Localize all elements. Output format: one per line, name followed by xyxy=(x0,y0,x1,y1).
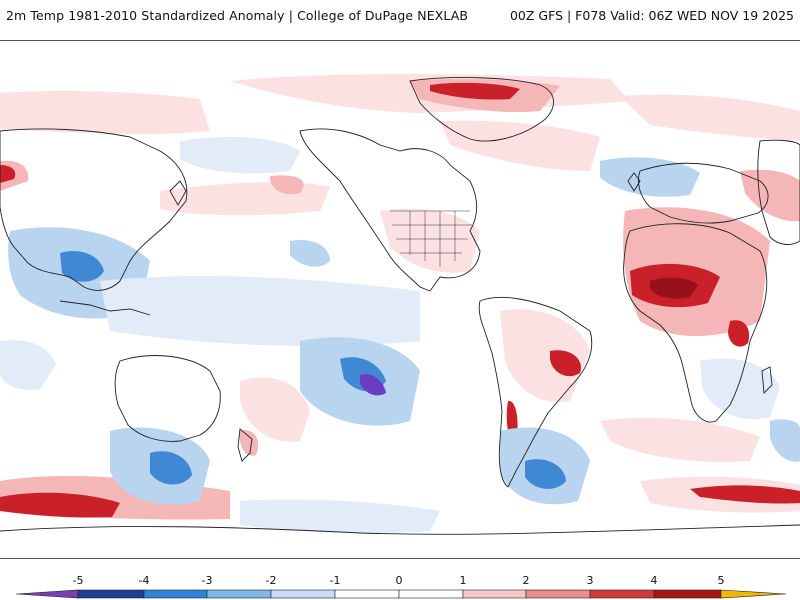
east-africa-warm xyxy=(728,320,750,347)
europe-outline xyxy=(638,162,769,224)
indonesia-outline xyxy=(59,300,151,316)
colorbar-seg-4 xyxy=(270,589,336,599)
model-run-info: 00Z GFS | F078 Valid: 06Z WED NOV 19 202… xyxy=(509,8,794,23)
tick-label: -3 xyxy=(202,574,213,587)
south-pacific-warm xyxy=(240,377,310,442)
southern-ocean-strong-w xyxy=(0,492,120,518)
southeast-asia-cool-strong xyxy=(60,251,104,282)
anomaly-shading xyxy=(0,74,800,533)
tick-label: 0 xyxy=(396,574,403,587)
colorbar-seg-5 xyxy=(334,589,400,599)
antarctica-outline xyxy=(0,524,800,535)
tick-label: 3 xyxy=(587,574,594,587)
siberia-warm xyxy=(740,169,800,222)
tick-label: -1 xyxy=(330,574,341,587)
southern-ocean-cool xyxy=(240,499,440,533)
colorbar-seg-1 xyxy=(77,589,145,599)
far-east-cool xyxy=(770,419,800,462)
africa-outline xyxy=(623,223,768,423)
tropical-pacific-cool xyxy=(100,276,420,346)
colorbar-seg-6 xyxy=(398,589,464,599)
south-africa-cool xyxy=(700,358,780,420)
colorbar-seg-7 xyxy=(462,589,527,599)
nz-warm xyxy=(239,430,259,456)
us-state-lines xyxy=(390,210,472,267)
south-pacific-extreme-cool xyxy=(360,374,386,396)
madagascar-outline xyxy=(761,366,773,394)
colorbar-seg-2 xyxy=(143,589,208,599)
south-atlantic-cool-strong xyxy=(525,459,566,489)
map-title: 2m Temp 1981-2010 Standardized Anomaly |… xyxy=(6,8,469,23)
colorbar-max-arrow xyxy=(720,589,787,599)
world-map[interactable] xyxy=(0,40,800,559)
south-america-outline xyxy=(478,296,593,488)
south-america-warm xyxy=(500,309,590,403)
north-atlantic-cool xyxy=(600,157,700,197)
north-atlantic-warm xyxy=(440,120,600,171)
north-pacific-cool xyxy=(180,136,300,174)
tick-label: 5 xyxy=(718,574,725,587)
mid-pacific-warm xyxy=(270,175,304,195)
tick-label: -5 xyxy=(73,574,84,587)
uk-outline xyxy=(627,172,641,192)
asia-west-strong xyxy=(0,165,16,183)
arctic-east-warm xyxy=(620,94,800,141)
asia-warm xyxy=(0,91,210,135)
new-zealand-outline xyxy=(237,428,253,462)
indian-ocean-warm xyxy=(600,417,760,463)
colorbar-seg-3 xyxy=(206,589,272,599)
central-pacific-cool xyxy=(290,239,330,267)
southern-ocean-strong-e xyxy=(690,485,800,504)
japan-outline xyxy=(169,180,187,206)
greenland-strong-warm xyxy=(430,82,520,100)
asia-east-outline xyxy=(757,139,800,245)
anomaly-map-svg xyxy=(0,41,800,558)
australia-outline xyxy=(114,355,221,442)
asia-outline xyxy=(0,128,188,291)
tick-label: 2 xyxy=(523,574,530,587)
colorbar-seg-10 xyxy=(653,589,722,599)
colorbar-seg-8 xyxy=(525,589,591,599)
east-indian-cool xyxy=(0,340,56,391)
colorbar-ticks: -5 -4 -3 -2 -1 0 1 2 3 4 5 xyxy=(73,574,725,587)
tick-label: 1 xyxy=(460,574,467,587)
tick-label: 4 xyxy=(651,574,658,587)
header: 2m Temp 1981-2010 Standardized Anomaly |… xyxy=(0,0,800,40)
tick-label: -4 xyxy=(139,574,150,587)
colorbar xyxy=(15,589,787,599)
color-legend: -5 -4 -3 -2 -1 0 1 2 3 4 5 xyxy=(0,560,800,600)
sahel-extreme-warm xyxy=(650,277,698,299)
north-america-outline xyxy=(299,128,481,292)
coastlines xyxy=(0,77,800,535)
colorbar-seg-9 xyxy=(589,589,655,599)
tick-label: -2 xyxy=(266,574,277,587)
colorbar-min-arrow xyxy=(15,589,79,599)
australia-south-cool-strong xyxy=(150,451,192,485)
brazil-warm xyxy=(550,350,581,377)
greenland-outline xyxy=(409,77,554,142)
